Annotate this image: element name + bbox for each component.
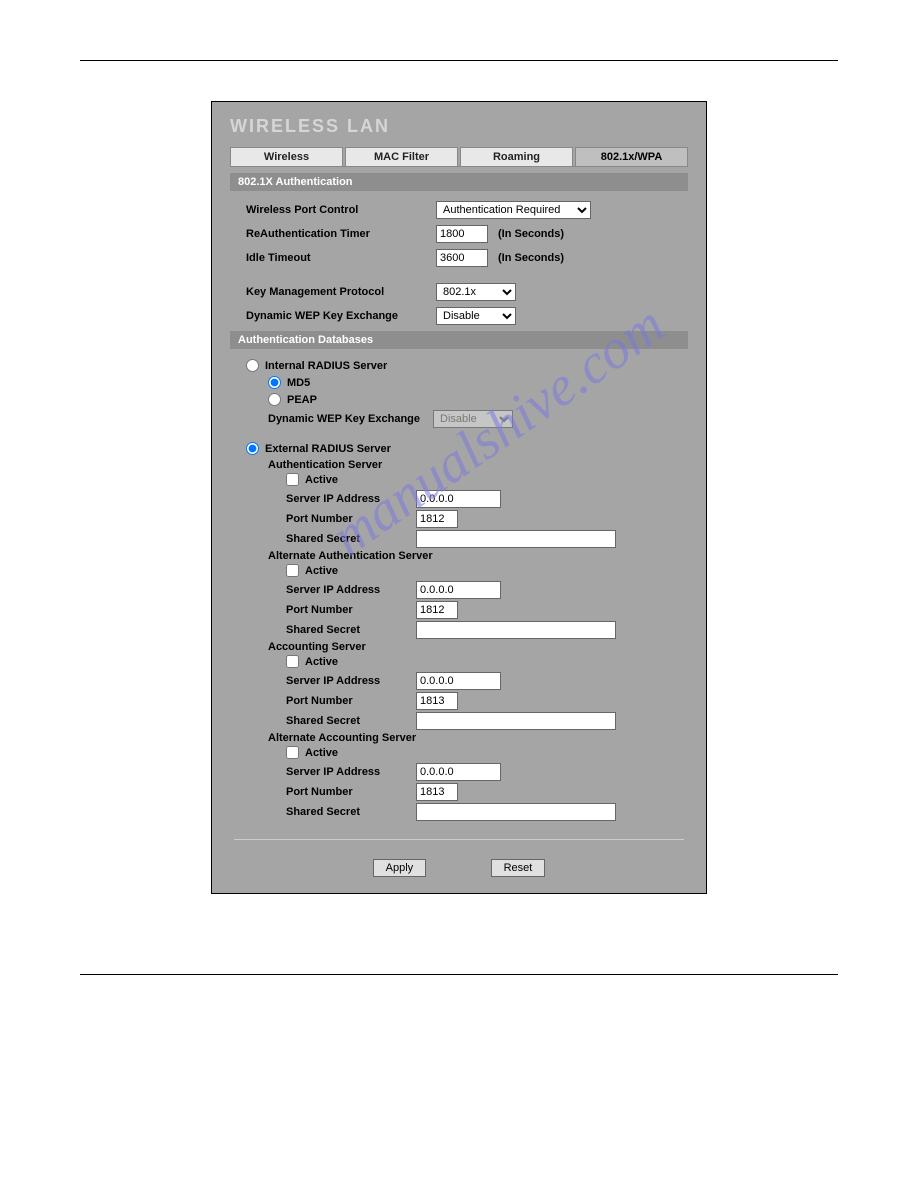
label-alt-auth-active: Active xyxy=(305,565,338,577)
select-internal-dyn-wep: Disable xyxy=(433,410,513,428)
check-acct-active[interactable] xyxy=(286,655,299,668)
page-title: WIRELESS LAN xyxy=(230,116,694,137)
input-auth-secret[interactable] xyxy=(416,530,616,548)
label-internal-dyn-wep: Dynamic WEP Key Exchange xyxy=(268,413,433,425)
bottom-rule xyxy=(80,974,838,975)
label-auth-active: Active xyxy=(305,474,338,486)
label-idle-timeout: Idle Timeout xyxy=(246,252,436,264)
label-alt-auth-ip: Server IP Address xyxy=(286,584,416,596)
label-auth-port: Port Number xyxy=(286,513,416,525)
reset-button[interactable]: Reset xyxy=(491,859,546,877)
check-alt-acct-active[interactable] xyxy=(286,746,299,759)
input-alt-acct-ip[interactable] xyxy=(416,763,501,781)
input-acct-ip[interactable] xyxy=(416,672,501,690)
label-acct-port: Port Number xyxy=(286,695,416,707)
top-rule xyxy=(80,60,838,61)
input-auth-port[interactable] xyxy=(416,510,458,528)
tab-8021x-wpa[interactable]: 802.1x/WPA xyxy=(575,147,688,166)
label-md5: MD5 xyxy=(287,377,310,389)
input-alt-acct-secret[interactable] xyxy=(416,803,616,821)
select-key-mgmt[interactable]: 802.1x xyxy=(436,283,516,301)
label-key-mgmt: Key Management Protocol xyxy=(246,286,436,298)
radio-external-radius[interactable] xyxy=(246,442,259,455)
label-alt-acct-ip: Server IP Address xyxy=(286,766,416,778)
title-auth-server: Authentication Server xyxy=(268,459,684,471)
input-idle-timeout[interactable] xyxy=(436,249,488,267)
label-alt-auth-secret: Shared Secret xyxy=(286,624,416,636)
label-alt-acct-port: Port Number xyxy=(286,786,416,798)
label-acct-ip: Server IP Address xyxy=(286,675,416,687)
section-auth-databases: Authentication Databases xyxy=(230,331,688,349)
input-acct-secret[interactable] xyxy=(416,712,616,730)
label-external-radius: External RADIUS Server xyxy=(265,443,391,455)
input-alt-acct-port[interactable] xyxy=(416,783,458,801)
radio-internal-radius[interactable] xyxy=(246,359,259,372)
input-reauth-timer[interactable] xyxy=(436,225,488,243)
radio-md5[interactable] xyxy=(268,376,281,389)
label-internal-radius: Internal RADIUS Server xyxy=(265,360,387,372)
input-alt-auth-port[interactable] xyxy=(416,601,458,619)
radio-peap[interactable] xyxy=(268,393,281,406)
label-peap: PEAP xyxy=(287,394,317,406)
title-acct-server: Accounting Server xyxy=(268,641,684,653)
input-acct-port[interactable] xyxy=(416,692,458,710)
title-alt-auth-server: Alternate Authentication Server xyxy=(268,550,684,562)
tab-bar: Wireless MAC Filter Roaming 802.1x/WPA xyxy=(230,147,688,167)
check-alt-auth-active[interactable] xyxy=(286,564,299,577)
label-alt-acct-secret: Shared Secret xyxy=(286,806,416,818)
tab-mac-filter[interactable]: MAC Filter xyxy=(345,147,458,166)
label-wireless-port-control: Wireless Port Control xyxy=(246,204,436,216)
select-wireless-port-control[interactable]: Authentication Required xyxy=(436,201,591,219)
label-alt-auth-port: Port Number xyxy=(286,604,416,616)
input-auth-ip[interactable] xyxy=(416,490,501,508)
label-auth-ip: Server IP Address xyxy=(286,493,416,505)
tab-wireless[interactable]: Wireless xyxy=(230,147,343,166)
check-auth-active[interactable] xyxy=(286,473,299,486)
tab-roaming[interactable]: Roaming xyxy=(460,147,573,166)
label-reauth-timer: ReAuthentication Timer xyxy=(246,228,436,240)
section-8021x-auth: 802.1X Authentication xyxy=(230,173,688,191)
select-dyn-wep[interactable]: Disable xyxy=(436,307,516,325)
suffix-idle-timeout: (In Seconds) xyxy=(498,252,564,264)
label-auth-secret: Shared Secret xyxy=(286,533,416,545)
label-acct-active: Active xyxy=(305,656,338,668)
label-acct-secret: Shared Secret xyxy=(286,715,416,727)
wireless-lan-panel: manualshive.com WIRELESS LAN Wireless MA… xyxy=(211,101,707,894)
suffix-reauth-timer: (In Seconds) xyxy=(498,228,564,240)
title-alt-acct-server: Alternate Accounting Server xyxy=(268,732,684,744)
apply-button[interactable]: Apply xyxy=(373,859,427,877)
label-dyn-wep: Dynamic WEP Key Exchange xyxy=(246,310,436,322)
input-alt-auth-ip[interactable] xyxy=(416,581,501,599)
input-alt-auth-secret[interactable] xyxy=(416,621,616,639)
label-alt-acct-active: Active xyxy=(305,747,338,759)
